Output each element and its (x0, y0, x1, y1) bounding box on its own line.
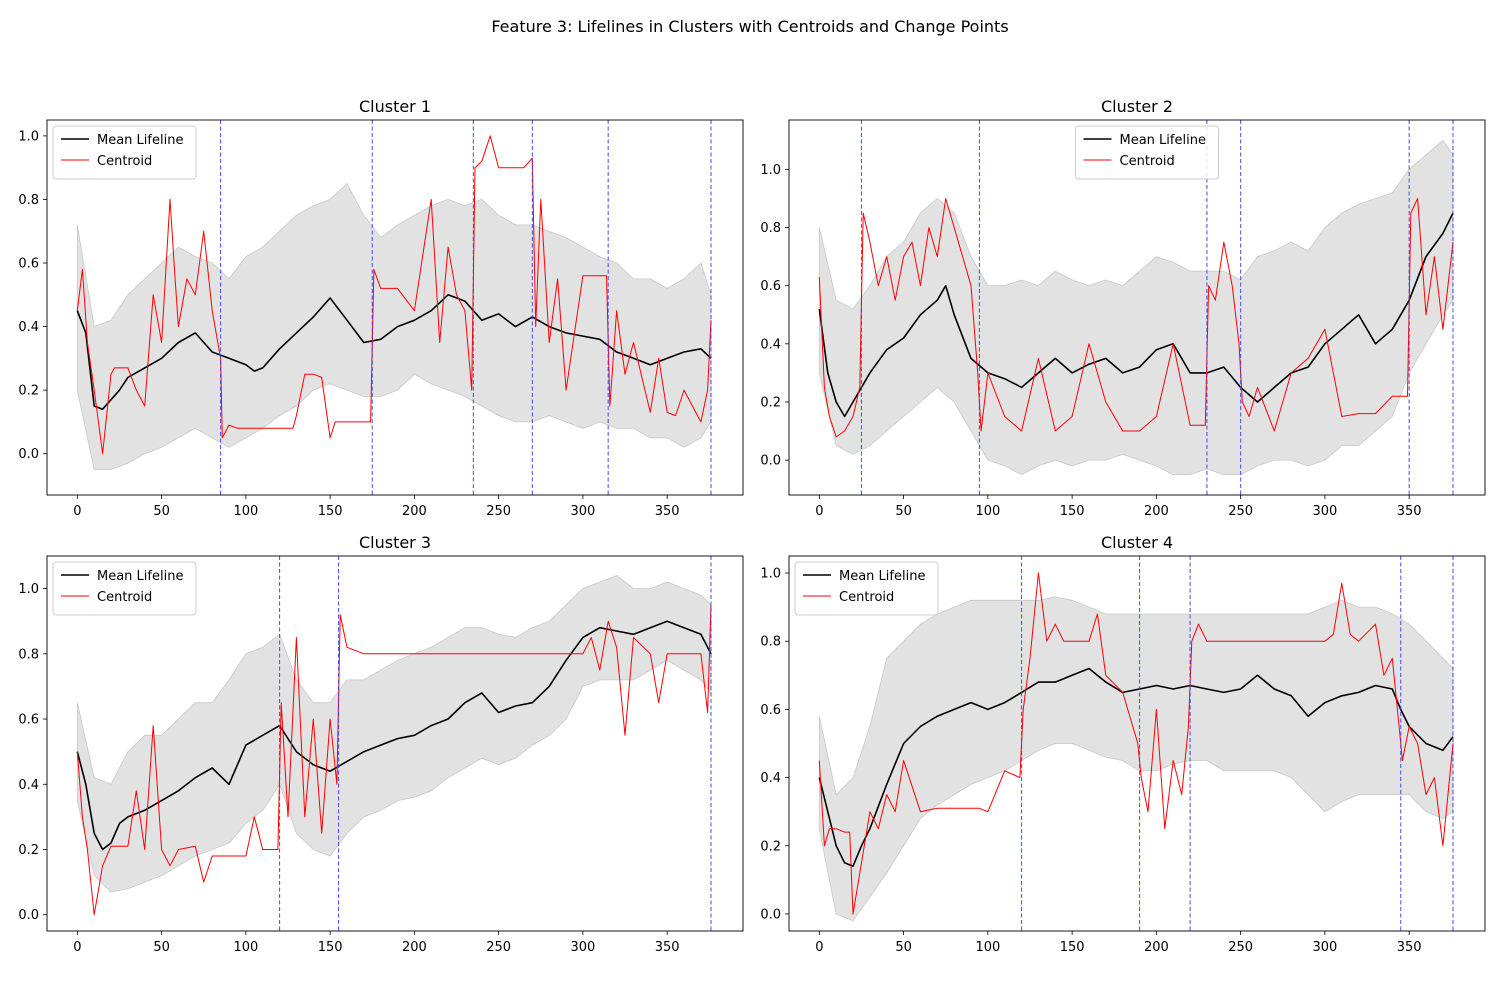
x-tick-label: 50 (153, 504, 170, 519)
x-tick-label: 200 (1144, 504, 1169, 519)
y-tick-label: 0.2 (18, 843, 39, 858)
y-tick-label: 1.0 (18, 129, 39, 144)
axes-frame (46, 119, 744, 496)
y-tick-label: 0.0 (18, 908, 39, 923)
centroid-line (76, 604, 712, 916)
subplot-title: Cluster 1 (359, 97, 431, 116)
x-tick-label: 200 (1144, 940, 1169, 955)
subplot-title: Cluster 4 (1101, 533, 1173, 552)
axes-frame (46, 555, 744, 932)
y-tick-label: 1.0 (18, 582, 39, 597)
x-tick-label: 150 (318, 504, 343, 519)
y-tick-label: 0.4 (18, 320, 39, 335)
y-tick-label: 0.0 (760, 454, 781, 469)
x-tick-label: 50 (895, 940, 912, 955)
range-band (76, 575, 712, 893)
figure-title: Feature 3: Lifelines in Clusters with Ce… (491, 17, 1009, 36)
x-tick-label: 250 (1228, 504, 1253, 519)
subplot-title: Cluster 2 (1101, 97, 1173, 116)
y-tick-label: 1.0 (760, 567, 781, 582)
y-tick-label: 0.4 (760, 771, 781, 786)
legend-label: Centroid (97, 154, 152, 169)
x-tick-label: 0 (73, 504, 81, 519)
y-tick-label: 0.0 (760, 907, 781, 922)
x-tick-label: 50 (895, 504, 912, 519)
x-tick-label: 100 (233, 504, 258, 519)
x-tick-label: 150 (1060, 504, 1085, 519)
cluster-3-plot: 0 50 100 150 200 250 300 350 0.0 0.2 0.4 0.6 0.8 1.0 C… (18, 533, 744, 955)
x-tick-label: 100 (233, 940, 258, 955)
x-tick-label: 0 (73, 940, 81, 955)
cluster-2-plot: 0 50 100 150 200 250 300 350 0.0 0.2 0.4 0.6 0.8 1.0 C… (760, 97, 1486, 519)
x-tick-label: 100 (975, 504, 1000, 519)
cluster-4-plot: 0 50 100 150 200 250 300 350 0.0 0.2 0.4 0.6 0.8 1.0 C… (760, 533, 1486, 955)
centroid-line (818, 572, 1454, 915)
y-tick-label: 1.0 (760, 163, 781, 178)
legend-label: Mean Lifeline (97, 569, 183, 584)
subplot-title: Cluster 3 (359, 533, 431, 552)
y-tick-label: 0.6 (18, 257, 39, 272)
legend-label: Mean Lifeline (97, 133, 183, 148)
x-tick-label: 0 (815, 940, 823, 955)
axes-frame (788, 555, 1486, 932)
mean-lifeline-line (818, 212, 1454, 418)
range-band (818, 139, 1454, 476)
y-tick-label: 0.4 (760, 337, 781, 352)
y-tick-label: 0.6 (760, 703, 781, 718)
legend: Mean Lifeline Centroid (52, 561, 197, 616)
x-tick-label: 250 (486, 940, 511, 955)
x-tick-label: 200 (402, 940, 427, 955)
plot-area (76, 120, 712, 495)
range-band (818, 596, 1454, 922)
axes-frame (788, 119, 1486, 496)
x-tick-label: 350 (1397, 940, 1422, 955)
y-tick-label: 0.6 (18, 713, 39, 728)
centroid-line (818, 198, 1454, 438)
y-tick-label: 0.8 (760, 635, 781, 650)
y-tick-label: 0.2 (18, 384, 39, 399)
x-tick-label: 300 (570, 940, 595, 955)
legend: Mean Lifeline Centroid (794, 561, 939, 616)
plot-area (76, 556, 712, 931)
x-tick-label: 0 (815, 504, 823, 519)
cluster-1-plot: 0 50 100 150 200 250 300 350 0.0 0.2 0.4 0.6 0.8 1.0 C… (18, 97, 744, 519)
x-tick-label: 200 (402, 504, 427, 519)
x-tick-label: 250 (1228, 940, 1253, 955)
legend-label: Mean Lifeline (839, 569, 925, 584)
x-tick-label: 300 (1312, 504, 1337, 519)
y-tick-label: 0.8 (18, 647, 39, 662)
x-tick-label: 50 (153, 940, 170, 955)
x-tick-label: 350 (655, 504, 680, 519)
y-tick-label: 0.4 (18, 778, 39, 793)
plot-area (818, 120, 1454, 495)
x-tick-label: 150 (1060, 940, 1085, 955)
centroid-line (76, 135, 712, 455)
y-tick-label: 0.8 (18, 193, 39, 208)
y-tick-label: 0.2 (760, 839, 781, 854)
y-tick-label: 0.8 (760, 221, 781, 236)
legend: Mean Lifeline Centroid (1075, 125, 1219, 180)
legend-label: Mean Lifeline (1120, 133, 1206, 148)
x-tick-label: 300 (1312, 940, 1337, 955)
y-tick-label: 0.6 (760, 279, 781, 294)
mean-lifeline-line (76, 620, 712, 851)
legend: Mean Lifeline Centroid (52, 125, 197, 180)
x-tick-label: 350 (1397, 504, 1422, 519)
y-tick-label: 0.2 (760, 395, 781, 410)
x-tick-label: 150 (318, 940, 343, 955)
plot-area (818, 556, 1454, 931)
x-tick-label: 250 (486, 504, 511, 519)
x-tick-label: 350 (655, 940, 680, 955)
y-tick-label: 0.0 (18, 447, 39, 462)
x-tick-label: 100 (975, 940, 1000, 955)
mean-lifeline-line (76, 293, 712, 411)
legend-label: Centroid (97, 590, 152, 605)
legend-label: Centroid (839, 590, 894, 605)
x-tick-label: 300 (570, 504, 595, 519)
legend-label: Centroid (1120, 154, 1175, 169)
